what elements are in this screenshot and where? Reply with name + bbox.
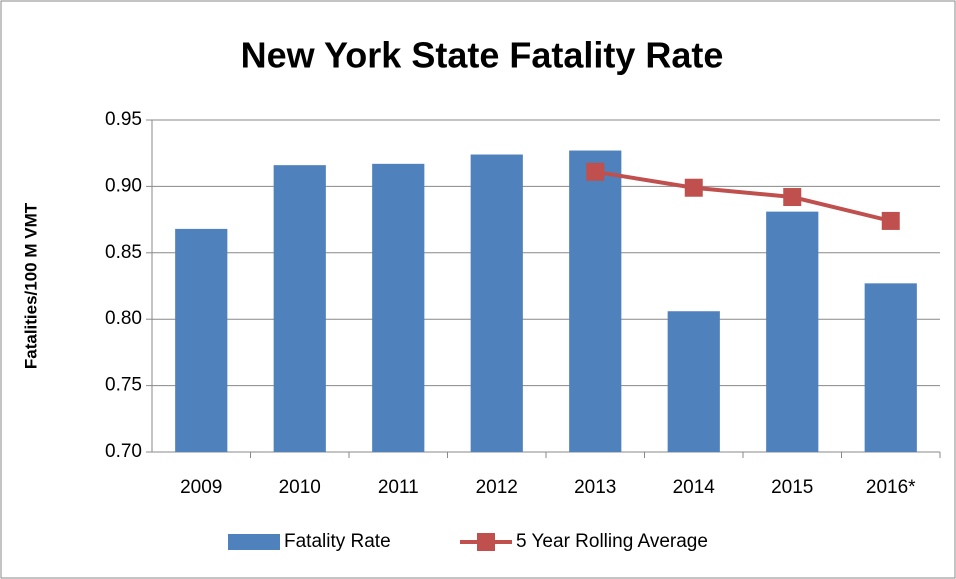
chart-title: New York State Fatality Rate (241, 35, 724, 76)
y-tick-label: 0.90 (105, 175, 142, 196)
marker (586, 162, 605, 181)
x-tick-label: 2015 (771, 477, 813, 498)
bar (864, 283, 917, 452)
x-tick-label: 2010 (279, 477, 321, 498)
line (594, 169, 892, 223)
x-tick-label: 2013 (574, 477, 616, 498)
y-tick-label: 0.95 (105, 109, 142, 130)
bar (569, 150, 622, 452)
bar (175, 228, 228, 452)
y-tick-label: 0.75 (105, 375, 142, 396)
marker (881, 211, 900, 230)
x-tick-label: 2012 (476, 477, 518, 498)
bar (372, 163, 425, 452)
x-tick-label: 2016* (866, 477, 916, 498)
bar (470, 154, 523, 452)
legend-swatch (228, 534, 280, 550)
legend-label: Fatality Rate (284, 531, 391, 552)
marker (783, 188, 802, 207)
x-tick-label: 2011 (378, 477, 419, 498)
y-tick-label: 0.70 (105, 441, 142, 462)
bar (667, 311, 720, 452)
legend-label: 5 Year Rolling Average (516, 531, 708, 552)
x-tick-label: 2014 (673, 477, 716, 498)
bar (273, 165, 326, 453)
y-tick-label: 0.85 (105, 242, 142, 263)
legend-swatch-marker (477, 533, 495, 551)
x-tick-label: 2009 (180, 477, 222, 498)
y-tick-label: 0.80 (105, 308, 142, 329)
bar (766, 211, 819, 452)
marker (684, 178, 703, 197)
y-axis-label: Fatalities/100 M VMT (21, 202, 40, 369)
